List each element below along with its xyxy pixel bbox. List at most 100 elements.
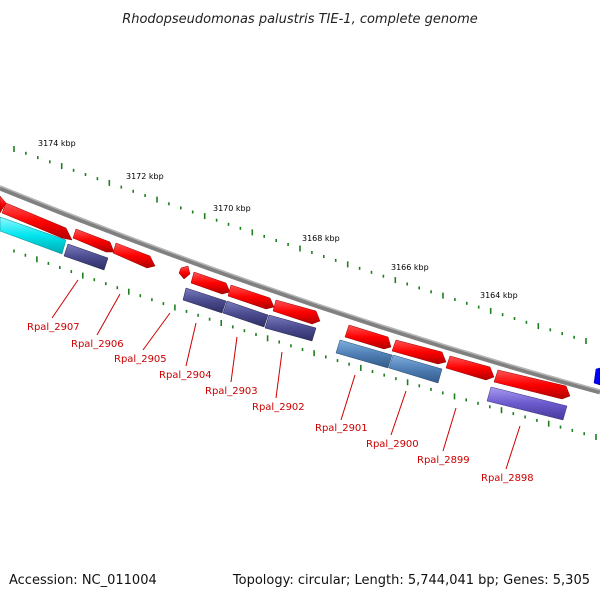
major-tick [537, 323, 540, 330]
feature-bar-violet[interactable] [486, 386, 568, 421]
minor-tick [477, 305, 480, 309]
minor-tick [513, 317, 516, 320]
feature-bar-navy[interactable] [264, 314, 317, 342]
minor-tick [336, 359, 339, 363]
leader-line [185, 322, 197, 367]
major-tick [299, 245, 301, 252]
gene-label[interactable]: Rpal_2901 [315, 423, 368, 434]
major-tick [360, 364, 362, 371]
minor-tick [371, 370, 374, 373]
major-tick [156, 196, 158, 203]
cds-arrow[interactable] [72, 228, 115, 253]
scale-label: 3166 kbp [391, 263, 429, 272]
major-tick [36, 256, 38, 263]
minor-tick [215, 218, 218, 222]
minor-tick [370, 270, 373, 274]
major-tick [251, 229, 254, 236]
scale-label: 3172 kbp [126, 172, 164, 181]
minor-tick [536, 418, 538, 422]
gene-label[interactable]: Rpal_2900 [366, 439, 419, 450]
minor-tick [525, 320, 528, 324]
feature-bar-navy[interactable] [63, 243, 109, 271]
minor-tick [418, 286, 420, 290]
minor-tick [132, 189, 134, 193]
gene-label[interactable]: Rpal_2903 [205, 386, 258, 397]
cds-arrow[interactable] [445, 355, 495, 381]
minor-tick [524, 415, 526, 419]
cds-arrow[interactable] [0, 195, 7, 214]
minor-tick [208, 317, 211, 321]
other-features [0, 216, 600, 421]
major-tick [108, 179, 111, 186]
cds-arrow[interactable] [391, 339, 447, 365]
gene-label[interactable]: Rpal_2907 [27, 322, 80, 333]
minor-tick [430, 387, 432, 391]
minor-tick [512, 412, 515, 416]
major-tick [13, 146, 15, 152]
feature-bar-steel[interactable] [335, 339, 393, 369]
gene-label[interactable]: Rpal_2906 [71, 339, 124, 350]
major-tick [128, 288, 130, 295]
cds-arrow[interactable] [272, 299, 321, 325]
minor-tick [197, 313, 199, 317]
cds-arrow[interactable] [190, 271, 231, 295]
minor-tick [358, 266, 361, 270]
gene-label[interactable]: Rpal_2898 [481, 473, 534, 484]
gene-label[interactable]: Rpal_2902 [252, 402, 305, 413]
minor-tick [70, 270, 73, 274]
minor-tick [162, 302, 165, 306]
minor-tick [501, 313, 504, 317]
minor-tick [348, 362, 350, 366]
minor-tick [290, 344, 292, 348]
gene-label[interactable]: Rpal_2904 [159, 370, 212, 381]
cds-arrow[interactable] [1, 202, 73, 241]
minor-tick [59, 266, 61, 269]
minor-tick [243, 329, 246, 333]
feature-bar-navy[interactable] [182, 287, 227, 314]
major-tick [82, 272, 84, 279]
scale-label: 3168 kbp [302, 234, 340, 243]
major-tick [442, 292, 444, 299]
minor-tick [383, 373, 385, 377]
minor-tick [49, 160, 51, 164]
minor-tick [382, 274, 385, 278]
gene-label[interactable]: Rpal_2905 [114, 354, 167, 365]
minor-tick [466, 301, 468, 305]
minor-tick [185, 309, 188, 313]
minor-tick [47, 261, 50, 265]
cds-arrow[interactable] [178, 265, 191, 280]
feature-bar-steel[interactable] [388, 354, 443, 384]
major-tick [203, 213, 206, 220]
major-tick [174, 304, 176, 311]
gene-label[interactable]: Rpal_2899 [417, 455, 470, 466]
major-tick [500, 407, 503, 414]
leader-line [142, 312, 171, 351]
scale-label: 3174 kbp [38, 139, 76, 148]
cds-arrow[interactable] [344, 324, 392, 350]
major-tick [346, 261, 349, 268]
minor-tick [105, 282, 107, 286]
minor-tick [232, 325, 234, 329]
major-tick [220, 320, 222, 326]
major-tick [406, 379, 409, 386]
minor-tick [323, 255, 325, 258]
major-tick [595, 434, 597, 440]
leader-line [51, 279, 79, 319]
minor-tick [84, 173, 87, 176]
leader-line [275, 351, 283, 399]
minor-tick [465, 398, 467, 402]
minor-tick [583, 432, 585, 436]
minor-tick [406, 282, 408, 286]
feature-bar-blue[interactable] [593, 367, 600, 386]
cds-arrow[interactable] [227, 284, 275, 310]
minor-tick [571, 428, 574, 432]
topology-text: Topology: circular; Length: 5,744,041 bp… [232, 573, 590, 588]
cds-arrow[interactable] [493, 369, 571, 400]
feature-bar-navy[interactable] [222, 300, 269, 328]
minor-tick [239, 226, 242, 230]
cds-arrow[interactable] [112, 242, 156, 269]
minor-tick [334, 258, 337, 262]
feature-bar-cyan[interactable] [0, 216, 67, 255]
minor-tick [311, 251, 313, 254]
